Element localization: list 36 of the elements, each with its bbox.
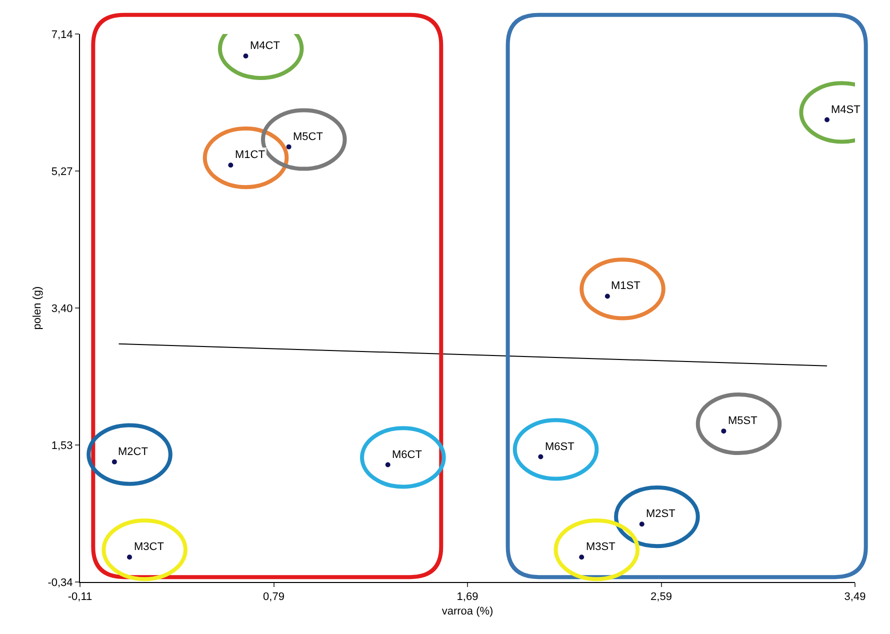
point bbox=[228, 162, 234, 168]
y-tick-label: 5,27 bbox=[51, 166, 73, 178]
annotation: M6CT bbox=[392, 449, 422, 461]
point bbox=[639, 522, 644, 527]
x-tick-label: -0,11 bbox=[68, 591, 92, 604]
point bbox=[721, 428, 726, 434]
x-tick-label: 2,59 bbox=[650, 591, 672, 604]
annotation: M5ST bbox=[728, 415, 758, 427]
annotation: M2CT bbox=[118, 446, 148, 458]
point bbox=[824, 117, 830, 122]
annotation: M6ST bbox=[545, 441, 575, 453]
annotation: M3CT bbox=[134, 541, 164, 553]
point bbox=[112, 459, 117, 464]
point bbox=[385, 462, 390, 468]
annotation: M4ST bbox=[831, 104, 861, 116]
x-axis-title: varroa (%) bbox=[442, 605, 494, 618]
x-tick-label: 1,69 bbox=[456, 591, 478, 604]
y-tick-label: -0,34 bbox=[48, 576, 73, 589]
annotation: M3ST bbox=[586, 541, 616, 553]
annotation: M2ST bbox=[646, 508, 676, 520]
point bbox=[286, 144, 292, 150]
point bbox=[127, 554, 132, 560]
point bbox=[538, 454, 544, 460]
annotation: M4CT bbox=[250, 40, 280, 52]
y-tick-label: 3,40 bbox=[51, 302, 73, 315]
y-axis-title: polen (g) bbox=[31, 286, 44, 330]
annotation: M1CT bbox=[235, 149, 266, 161]
point bbox=[604, 294, 610, 299]
point bbox=[579, 554, 584, 560]
point bbox=[243, 53, 248, 58]
annotation: M5CT bbox=[293, 131, 324, 143]
annotation: M1ST bbox=[611, 280, 641, 292]
x-tick-label: 3,49 bbox=[844, 591, 866, 604]
x-tick-label: 0,79 bbox=[263, 591, 284, 604]
y-tick-label: 7,14 bbox=[51, 28, 73, 41]
y-tick-label: 1,53 bbox=[51, 440, 73, 452]
